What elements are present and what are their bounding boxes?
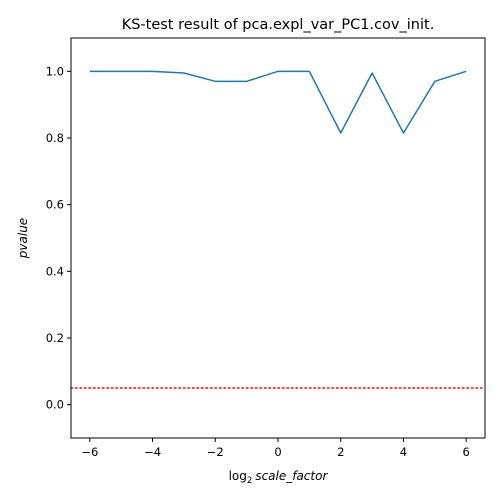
x-axis-label-main: scale_factor: [255, 469, 328, 483]
series-line-0: [89, 70, 467, 134]
y-tick-label: 0.4: [46, 264, 64, 278]
y-tick-label: 0.0: [46, 398, 64, 412]
y-tick-label: 0.2: [46, 331, 64, 345]
x-axis-label-prefix: log: [229, 469, 247, 483]
x-tick-label: −4: [144, 445, 161, 459]
chart-title: KS-test result of pca.expl_var_PC1.cov_i…: [122, 17, 435, 33]
x-tick-label: −2: [207, 445, 224, 459]
x-tick-label: 0: [274, 445, 281, 459]
x-tick-label: 4: [400, 445, 407, 459]
x-axis-label: log2 scale_factor: [229, 469, 329, 486]
y-tick-label: 0.8: [46, 131, 64, 145]
x-axis-label-subscript: 2: [247, 476, 252, 486]
x-axis: −6 −4 −2 0 2 4 6: [81, 438, 470, 459]
y-axis-label: pvalue: [16, 218, 30, 259]
y-tick-label: 0.6: [46, 198, 64, 212]
x-tick-label: −6: [81, 445, 98, 459]
x-tick-label: 2: [337, 445, 344, 459]
y-tick-label: 1.0: [46, 64, 64, 78]
y-axis: 0.0 0.2 0.4 0.6 0.8 1.0: [46, 64, 71, 412]
x-tick-label: 6: [463, 445, 470, 459]
